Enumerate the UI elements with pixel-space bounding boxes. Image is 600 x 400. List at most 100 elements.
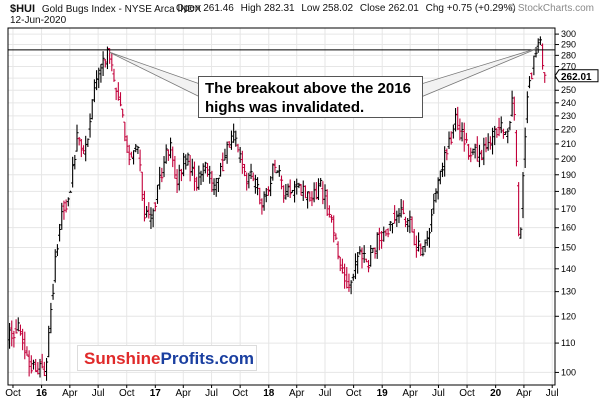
ohlc-bar	[240, 150, 244, 174]
ohlc-bar	[73, 154, 77, 170]
ohlc-bar	[314, 182, 318, 200]
ohlc-bar	[229, 130, 234, 150]
ohlc-bar	[147, 202, 151, 219]
ohlc-bar	[397, 208, 401, 224]
ohlc-bar	[173, 155, 177, 179]
ohlc-bar	[245, 172, 249, 191]
y-tick-label: 200	[561, 154, 576, 164]
ohlc-bar	[416, 232, 421, 252]
ohlc-bar	[303, 185, 308, 199]
ohlc-bar	[399, 198, 403, 218]
x-tick-label: Oct	[346, 388, 362, 399]
ohlc-bar	[299, 183, 303, 196]
ohlc-bar	[473, 143, 477, 159]
ohlc-bar	[77, 136, 81, 146]
ohlc-bar	[10, 320, 14, 347]
ohlc-bar	[519, 227, 523, 239]
ohlc-bar	[538, 36, 542, 46]
ohlc-bar	[464, 132, 469, 144]
ohlc-bar	[99, 63, 103, 83]
chart-header: $HUI Gold Bugs Index - NYSE Arca INDX	[10, 3, 201, 15]
ohlc-bar	[319, 177, 323, 187]
ohlc-bar	[403, 216, 408, 228]
ohlc-bar	[81, 145, 86, 155]
y-tick-label: 220	[561, 125, 576, 135]
ohlc-bar	[471, 148, 475, 155]
y-axis: 100 110 120 130 140 150 160 170 180 190 200 210 220 2…	[555, 29, 576, 377]
y-tick-label: 210	[561, 139, 576, 149]
ohlc-bar	[160, 167, 164, 183]
ohlc-bar	[312, 182, 316, 203]
ohlc-bar	[210, 170, 214, 193]
ohlc-bar	[262, 191, 266, 211]
ohlc-bar	[297, 182, 301, 189]
ohlc-bar	[44, 357, 49, 381]
chg-value: +0.75 (+0.29%)	[446, 3, 516, 14]
ohlc-bar	[164, 144, 168, 164]
x-tick-label: Jul	[319, 388, 332, 399]
y-tick-label: 270	[561, 62, 576, 72]
ohlc-bar	[386, 228, 390, 238]
ohlc-bar	[16, 317, 20, 332]
ohlc-bar	[53, 249, 57, 283]
x-tick-label: 16	[36, 388, 48, 399]
ohlc-bar	[388, 221, 392, 232]
ohlc-bar	[140, 171, 144, 201]
ohlc-bar	[495, 128, 499, 138]
ohlc-bar	[110, 52, 114, 72]
ohlc-bar	[212, 178, 216, 195]
ohlc-bar	[421, 246, 425, 257]
x-tick-label: Apr	[176, 388, 192, 399]
ohlc-bar	[62, 200, 66, 220]
chart-date: 12-Jun-2020	[10, 15, 67, 26]
ohlc-bar	[123, 121, 127, 142]
ohlc-bar	[338, 256, 342, 272]
ohlc-bar	[316, 178, 321, 201]
ohlc-bar	[375, 232, 379, 259]
ohlc-bar	[153, 202, 157, 212]
chg-label: Chg	[425, 3, 444, 14]
ohlc-bar	[12, 330, 16, 348]
ohlc-bar	[249, 163, 253, 179]
ohlc-bar	[225, 141, 229, 164]
ohlc-bar	[21, 328, 25, 351]
y-tick-label: 100	[561, 367, 576, 377]
x-tick-label: 19	[377, 388, 389, 399]
ohlc-bar	[477, 144, 482, 168]
open-label: Open	[176, 3, 201, 14]
low-value: 258.02	[322, 3, 354, 14]
ohlc-bar	[195, 176, 199, 191]
ohlc-bar	[18, 324, 23, 336]
ohlc-bar	[55, 244, 60, 257]
ohlc-bar	[121, 108, 125, 118]
ohlc-bar	[364, 258, 368, 263]
ohlc-bar	[390, 222, 395, 234]
ohlc-bar	[40, 353, 44, 369]
ohlc-bar	[501, 128, 506, 139]
ohlc-bar	[221, 152, 225, 172]
ohlc-bar	[308, 191, 312, 202]
ohlc-bar	[51, 283, 55, 300]
ohlc-bar	[66, 197, 70, 207]
x-tick-label: 17	[150, 388, 162, 399]
ohlc-bar	[306, 191, 310, 209]
ohlc-bar	[349, 280, 353, 295]
ohlc-bar	[447, 131, 451, 150]
ohlc-bar	[57, 223, 62, 242]
ohlc-bar	[216, 177, 221, 193]
x-tick-label: Oct	[232, 388, 248, 399]
ohlc-bar	[131, 150, 136, 165]
ohlc-bar	[377, 227, 382, 251]
ohlc-bar	[490, 127, 495, 155]
ohlc-bar	[493, 125, 497, 146]
ohlc-bar	[286, 183, 290, 198]
ohlc-bar	[351, 273, 355, 281]
ohlc-bar	[34, 358, 38, 373]
ohlc-bar	[238, 147, 242, 163]
ohlc-bar	[325, 189, 329, 216]
ohlc-bar	[323, 184, 327, 210]
ohlc-bar	[49, 302, 53, 334]
ohlc-bar	[227, 141, 231, 148]
ohlc-bar	[540, 43, 545, 70]
